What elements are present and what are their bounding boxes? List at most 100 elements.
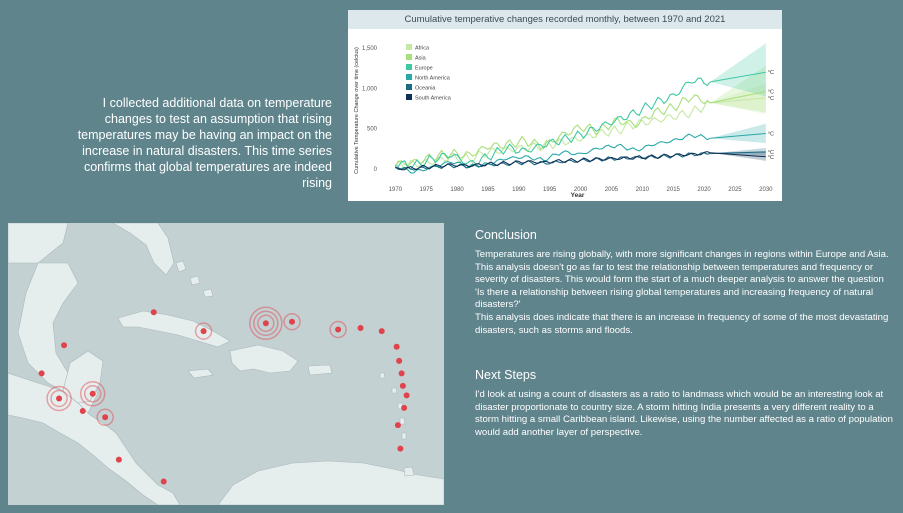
conclusion-paragraph-1: Temperatures are rising globally, with m… bbox=[475, 249, 889, 311]
x-tick-label: 1990 bbox=[512, 187, 526, 193]
next-steps-paragraph: I'd look at using a count of disasters a… bbox=[475, 389, 893, 438]
x-tick-label: 2020 bbox=[697, 187, 711, 193]
legend-swatch bbox=[406, 74, 412, 80]
disaster-marker[interactable] bbox=[61, 342, 68, 349]
legend-label: Asia bbox=[415, 56, 427, 62]
forecast-line bbox=[710, 132, 766, 139]
x-tick-label: 2030 bbox=[759, 187, 773, 193]
disaster-marker[interactable] bbox=[396, 357, 403, 364]
land-cuba bbox=[117, 310, 231, 348]
disaster-marker[interactable] bbox=[102, 414, 109, 421]
legend-label: Europe bbox=[415, 66, 433, 72]
disaster-marker[interactable] bbox=[403, 392, 410, 399]
disaster-marker[interactable] bbox=[397, 445, 404, 452]
land-florida bbox=[112, 223, 175, 276]
disaster-marker[interactable] bbox=[335, 326, 342, 333]
x-tick-label: 1985 bbox=[481, 187, 495, 193]
land-south-america bbox=[217, 460, 444, 505]
land-yucatan bbox=[62, 350, 104, 404]
disaster-marker[interactable] bbox=[378, 328, 385, 335]
land-central-america bbox=[8, 372, 181, 505]
disaster-marker[interactable] bbox=[89, 390, 96, 397]
disaster-marker[interactable] bbox=[160, 478, 167, 485]
forecast-line bbox=[710, 91, 766, 104]
next-steps-heading: Next Steps bbox=[475, 368, 537, 382]
disaster-marker[interactable] bbox=[262, 320, 269, 327]
disaster-marker[interactable] bbox=[38, 370, 45, 377]
x-tick-label: 1975 bbox=[420, 187, 434, 193]
chart-plot[interactable]: Cumulative Temperature Change over time … bbox=[348, 10, 782, 201]
end-value-label: °C bbox=[768, 155, 774, 161]
legend-swatch bbox=[406, 94, 412, 100]
disaster-marker[interactable] bbox=[393, 343, 400, 350]
marker-ring bbox=[329, 320, 347, 339]
forecast-line bbox=[710, 97, 766, 104]
end-value-label: °C bbox=[768, 96, 774, 102]
marker-ring bbox=[50, 389, 68, 408]
end-value-label: °C bbox=[768, 131, 774, 137]
map-canvas[interactable] bbox=[8, 223, 444, 505]
end-value-label: °C bbox=[768, 70, 774, 76]
x-tick-label: 1995 bbox=[543, 187, 557, 193]
legend-swatch bbox=[406, 64, 412, 70]
forecast-band bbox=[710, 43, 766, 97]
land-jamaica bbox=[187, 368, 214, 379]
land-puerto-rico bbox=[307, 364, 333, 376]
temperature-chart[interactable]: Cumulative temperative changes recorded … bbox=[348, 10, 782, 201]
disaster-marker[interactable] bbox=[115, 456, 122, 463]
marker-ring bbox=[283, 312, 301, 331]
series-line bbox=[394, 99, 711, 171]
disaster-marker[interactable] bbox=[394, 422, 401, 429]
land-bahamas bbox=[175, 260, 214, 298]
marker-ring bbox=[253, 310, 279, 337]
disaster-marker[interactable] bbox=[401, 404, 408, 411]
legend-swatch bbox=[406, 44, 412, 50]
forecast-band bbox=[710, 123, 766, 144]
intro-text: I collected additional data on temperatu… bbox=[77, 96, 332, 190]
series-line bbox=[395, 77, 711, 171]
y-tick-label: 1,000 bbox=[362, 86, 378, 92]
y-axis-label: Cumulative Temperature Change over time … bbox=[354, 47, 360, 174]
forecast-band bbox=[710, 83, 766, 115]
disaster-marker[interactable] bbox=[398, 370, 405, 377]
disaster-marker[interactable] bbox=[150, 309, 157, 316]
y-tick-label: 1,500 bbox=[362, 46, 378, 52]
series-line bbox=[394, 133, 711, 174]
disaster-markers[interactable] bbox=[38, 306, 410, 485]
series-line bbox=[395, 151, 711, 171]
end-value-label: °C bbox=[768, 150, 774, 156]
legend-label: Africa bbox=[415, 46, 430, 52]
x-axis-label: Year bbox=[571, 192, 585, 199]
forecast-band bbox=[710, 65, 766, 113]
series-line bbox=[394, 94, 711, 167]
map-land bbox=[8, 223, 444, 505]
marker-ring bbox=[249, 306, 283, 341]
marker-ring bbox=[194, 322, 213, 340]
disaster-marker[interactable] bbox=[56, 395, 63, 402]
x-tick-label: 2000 bbox=[574, 187, 588, 193]
x-tick-label: 2025 bbox=[728, 187, 742, 193]
x-tick-label: 2010 bbox=[636, 187, 650, 193]
legend-label: North America bbox=[415, 76, 451, 82]
legend-label: Oceania bbox=[415, 86, 436, 92]
disaster-marker[interactable] bbox=[79, 408, 86, 414]
disaster-map[interactable] bbox=[8, 223, 444, 505]
x-tick-label: 1970 bbox=[389, 187, 403, 193]
forecast-line bbox=[710, 152, 766, 158]
marker-ring bbox=[46, 385, 72, 412]
land-hispaniola bbox=[229, 344, 299, 374]
x-tick-label: 2005 bbox=[605, 187, 619, 193]
disaster-marker[interactable] bbox=[289, 318, 296, 325]
next-steps-section: Next Steps I'd look at using a count of … bbox=[475, 368, 895, 439]
marker-ring bbox=[83, 385, 102, 403]
disaster-marker[interactable] bbox=[200, 328, 207, 335]
marker-ring bbox=[257, 314, 275, 333]
x-tick-label: 2015 bbox=[667, 187, 681, 193]
y-tick-label: 500 bbox=[367, 127, 378, 133]
y-tick-label: 0 bbox=[374, 167, 378, 173]
legend-swatch bbox=[406, 84, 412, 90]
end-value-label: °C bbox=[768, 90, 774, 96]
disaster-marker[interactable] bbox=[357, 324, 364, 331]
disaster-marker[interactable] bbox=[399, 382, 406, 389]
x-tick-label: 1980 bbox=[450, 187, 464, 193]
